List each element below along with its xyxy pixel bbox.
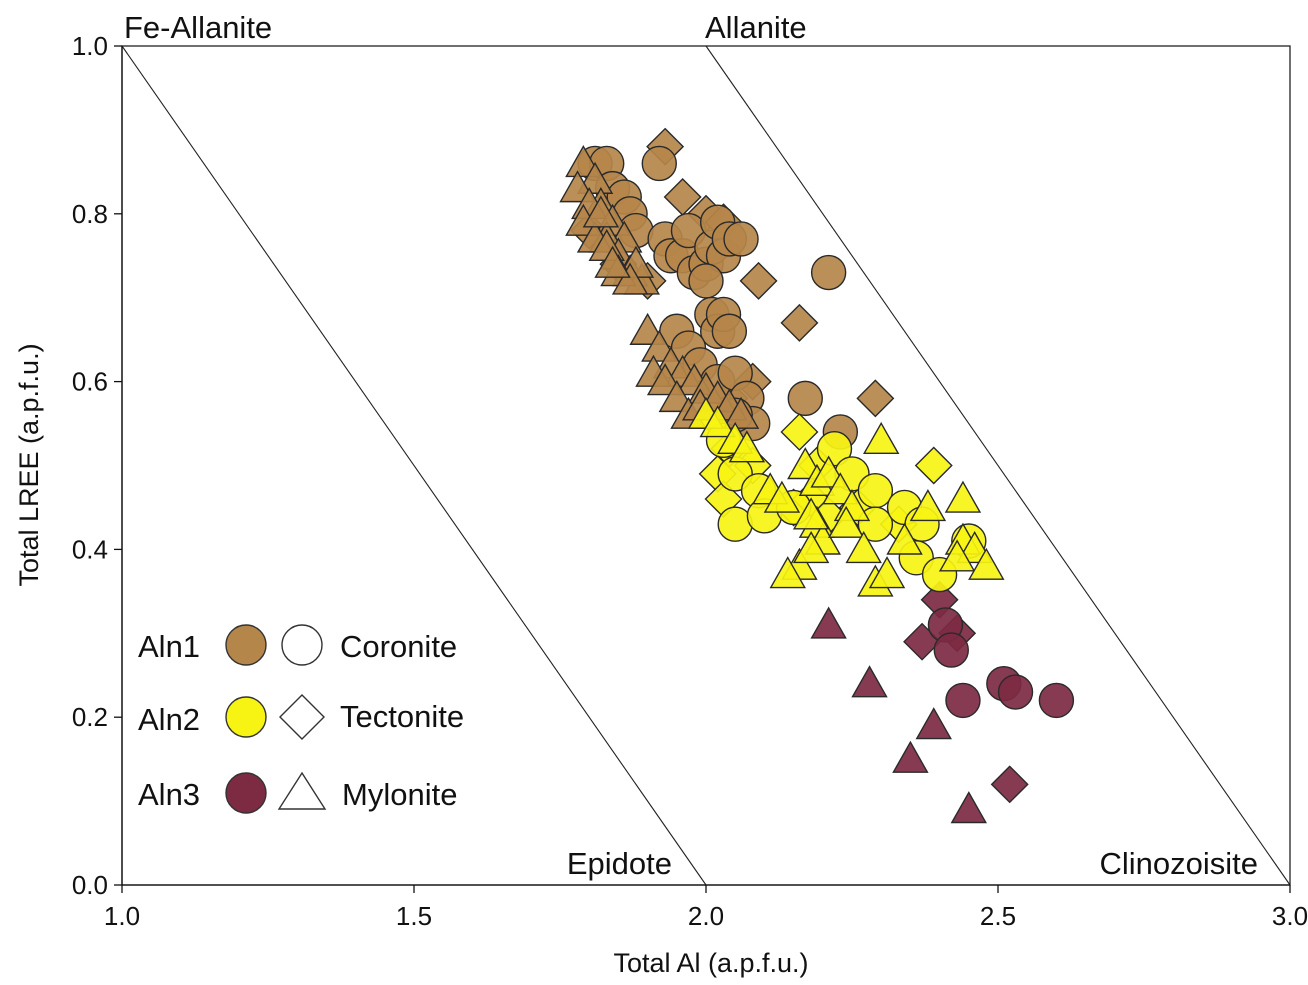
legend-label-aln2: Aln2	[138, 702, 200, 737]
legend-marker-mylonite	[277, 771, 327, 810]
point-aln1-triangle	[722, 396, 760, 429]
point-aln2-diamond	[780, 412, 819, 451]
point-aln1-circle	[641, 145, 677, 182]
legend-swatch-aln3	[225, 772, 267, 814]
point-aln2-triangle	[769, 556, 806, 589]
field-boundaries	[121, 45, 1291, 886]
legend-label-mylonite: Mylonite	[342, 777, 457, 812]
point-aln2-circle	[857, 472, 894, 509]
x-tick-label: 2.0	[688, 901, 724, 931]
point-aln3-triangle	[915, 707, 952, 740]
legend: Aln1 Coronite Aln2 Tectonite Aln3 Myloni…	[138, 624, 464, 814]
point-aln2-triangle	[763, 480, 801, 513]
y-tick-label: 0.0	[72, 870, 108, 900]
point-aln2-triangle	[792, 497, 830, 530]
x-axis-title: Total Al (a.p.f.u.)	[613, 948, 808, 978]
legend-swatch-aln1	[225, 624, 267, 666]
legend-label-tectonite: Tectonite	[340, 699, 464, 734]
legend-marker-tectonite	[279, 694, 325, 740]
field-label-clinozoisite: Clinozoisite	[1099, 846, 1258, 881]
field-label-fe-allanite: Fe-Allanite	[124, 10, 272, 45]
y-tick-label: 0.6	[72, 367, 108, 397]
field-boundary-line-2	[705, 45, 1291, 886]
point-aln3-diamond	[990, 765, 1029, 804]
point-aln3-circle	[933, 632, 969, 668]
point-aln2-triangle	[909, 489, 947, 522]
point-aln3-circle	[1038, 682, 1075, 719]
legend-marker-coronite	[281, 624, 323, 666]
data-points	[559, 127, 1075, 824]
point-aln3-triangle	[892, 740, 929, 773]
legend-label-aln1: Aln1	[138, 629, 200, 664]
point-aln2-diamond	[914, 446, 953, 485]
point-aln1-triangle	[582, 195, 620, 228]
field-label-allanite: Allanite	[705, 10, 807, 45]
point-aln2-triangle	[862, 421, 900, 455]
point-aln2-triangle	[728, 430, 766, 463]
axes: 1.0 1.5 2.0 2.5 3.0 0.0 0.2 0.4 0.6 0.8 1.0	[72, 31, 1308, 931]
point-aln2-triangle	[944, 480, 982, 513]
point-aln1-triangle	[576, 161, 614, 194]
point-aln2-circle	[816, 431, 853, 467]
point-aln1-circle	[787, 380, 823, 417]
point-aln1-diamond	[780, 303, 819, 342]
x-tick-label: 2.5	[980, 901, 1016, 931]
field-boundary-line-1	[121, 45, 707, 886]
point-aln1-circle	[810, 254, 847, 291]
y-tick-label: 0.4	[72, 534, 108, 564]
point-aln1-triangle	[594, 245, 631, 278]
point-aln2-triangle	[827, 505, 865, 538]
point-aln2-triangle	[968, 547, 1005, 580]
point-aln1-triangle	[611, 262, 649, 295]
point-aln1-circle	[723, 221, 759, 257]
point-aln2-triangle	[845, 530, 882, 564]
point-aln1-diamond	[856, 379, 895, 418]
plot-frame	[121, 45, 1291, 886]
point-aln2-triangle	[699, 405, 736, 438]
point-aln2-triangle	[938, 539, 976, 572]
point-aln3-circle	[997, 674, 1034, 710]
point-aln1-diamond	[739, 261, 778, 300]
y-tick-label: 0.2	[72, 702, 108, 732]
legend-label-aln3: Aln3	[138, 777, 200, 812]
point-aln1-circle	[688, 263, 724, 299]
point-aln2-triangle	[792, 530, 830, 564]
point-aln1-circle	[711, 313, 748, 349]
point-aln2-triangle	[868, 556, 906, 589]
point-aln2-triangle	[886, 522, 923, 555]
y-axis-title: Total LREE (a.p.f.u.)	[14, 343, 44, 586]
x-tick-label: 1.0	[104, 901, 140, 931]
point-aln3-triangle	[950, 791, 988, 824]
legend-swatch-aln2	[225, 696, 267, 738]
point-aln3-triangle	[851, 665, 888, 698]
y-tick-label: 1.0	[72, 31, 108, 61]
field-label-epidote: Epidote	[567, 846, 672, 881]
point-aln3-circle	[945, 682, 981, 719]
legend-label-coronite: Coronite	[340, 629, 457, 664]
y-tick-label: 0.8	[72, 199, 108, 229]
x-tick-label: 3.0	[1272, 901, 1308, 931]
x-tick-label: 1.5	[396, 901, 432, 931]
point-aln3-triangle	[810, 606, 847, 639]
